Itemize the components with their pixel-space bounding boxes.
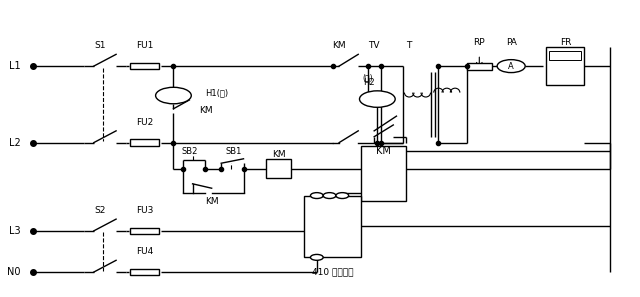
Text: 410 型毫秒表: 410 型毫秒表 (312, 268, 353, 277)
Circle shape (360, 91, 395, 107)
Text: H2: H2 (363, 78, 374, 87)
Text: FU3: FU3 (136, 206, 154, 215)
Bar (131, 63, 159, 69)
Text: S1: S1 (95, 41, 106, 50)
Circle shape (156, 87, 191, 104)
Text: SB2: SB2 (181, 147, 198, 156)
Bar (131, 228, 159, 234)
Bar (266, 159, 291, 178)
Bar (362, 146, 406, 201)
Text: PA: PA (506, 38, 516, 47)
Text: L1: L1 (9, 61, 20, 71)
Text: KM: KM (205, 197, 218, 206)
Text: FU4: FU4 (136, 247, 154, 256)
Text: H1(绿): H1(绿) (205, 88, 228, 97)
Bar (131, 139, 159, 146)
Text: KM: KM (376, 146, 391, 157)
Bar (304, 196, 362, 257)
Text: S2: S2 (95, 206, 106, 215)
Circle shape (497, 60, 525, 72)
Text: T: T (406, 41, 412, 50)
Circle shape (310, 255, 323, 260)
Text: KM: KM (199, 106, 212, 115)
Bar (549, 51, 581, 60)
Bar (467, 63, 492, 70)
Text: L3: L3 (9, 226, 20, 236)
Text: TV: TV (369, 41, 380, 50)
Text: (红): (红) (363, 73, 373, 82)
Text: KM: KM (272, 150, 285, 159)
Circle shape (323, 193, 336, 198)
Bar (546, 47, 584, 85)
Bar (131, 269, 159, 275)
Text: RP: RP (474, 38, 485, 47)
Text: KM: KM (332, 41, 346, 50)
Circle shape (336, 193, 349, 198)
Text: L2: L2 (9, 138, 20, 148)
Text: N0: N0 (7, 267, 20, 277)
Circle shape (310, 193, 323, 198)
Text: FU2: FU2 (136, 118, 154, 127)
Text: SB1: SB1 (226, 147, 242, 156)
Text: FU1: FU1 (136, 41, 154, 50)
Text: FR: FR (559, 38, 571, 47)
Text: A: A (508, 61, 514, 71)
